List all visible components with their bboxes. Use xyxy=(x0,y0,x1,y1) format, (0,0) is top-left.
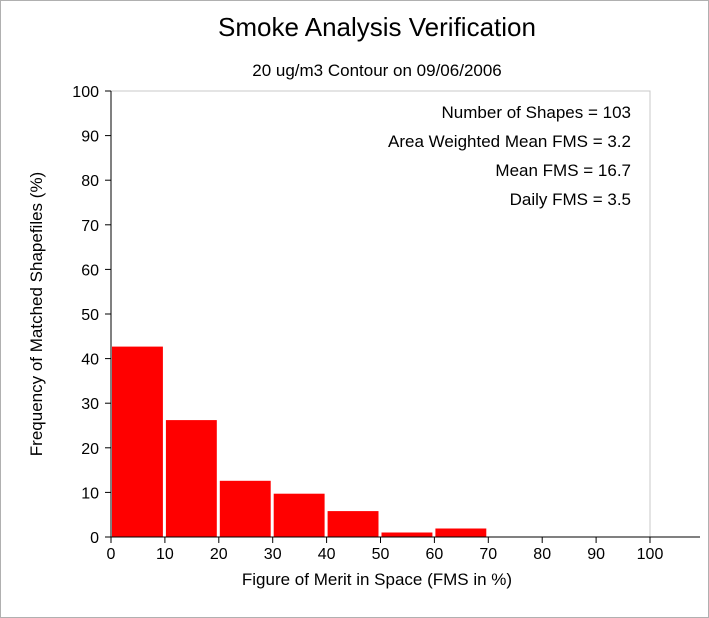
x-tick-label: 80 xyxy=(533,546,551,563)
chart-title: Smoke Analysis Verification xyxy=(218,12,536,42)
chart-subtitle: 20 ug/m3 Contour on 09/06/2006 xyxy=(252,61,502,80)
x-tick-label: 90 xyxy=(587,546,605,563)
y-tick-label: 50 xyxy=(81,307,99,324)
y-tick-label: 40 xyxy=(81,352,99,369)
y-tick-label: 80 xyxy=(81,173,99,190)
x-axis-ticks: 0 10 20 30 40 50 60 70 80 90 100 xyxy=(107,537,664,563)
bar-30 xyxy=(273,493,325,537)
bar-10 xyxy=(165,420,217,537)
y-tick-label: 100 xyxy=(72,84,99,101)
x-tick-label: 10 xyxy=(156,546,174,563)
y-tick-label: 60 xyxy=(81,262,99,279)
bar-50 xyxy=(381,532,433,537)
annotation-number-of-shapes: Number of Shapes = 103 xyxy=(442,103,631,122)
bar-0 xyxy=(112,346,163,537)
y-axis-ticks: 0 10 20 30 40 50 60 70 80 90 100 xyxy=(72,84,111,547)
x-tick-label: 20 xyxy=(210,546,228,563)
x-axis-label: Figure of Merit in Space (FMS in %) xyxy=(242,570,512,589)
x-tick-label: 0 xyxy=(107,546,116,563)
y-tick-label: 20 xyxy=(81,441,99,458)
bar-series xyxy=(112,346,487,537)
y-tick-label: 90 xyxy=(81,129,99,146)
x-tick-label: 100 xyxy=(637,546,664,563)
bar-40 xyxy=(327,511,379,537)
annotation-daily-fms: Daily FMS = 3.5 xyxy=(510,190,631,209)
y-axis-label: Frequency of Matched Shapefiles (%) xyxy=(27,172,46,456)
x-tick-label: 40 xyxy=(318,546,336,563)
bar-20 xyxy=(219,480,271,537)
bar-60 xyxy=(435,528,487,537)
y-tick-label: 70 xyxy=(81,218,99,235)
y-tick-label: 0 xyxy=(90,530,99,547)
x-tick-label: 60 xyxy=(426,546,444,563)
x-tick-label: 70 xyxy=(479,546,497,563)
y-tick-label: 30 xyxy=(81,396,99,413)
x-tick-label: 30 xyxy=(264,546,282,563)
annotation-block: Number of Shapes = 103 Area Weighted Mea… xyxy=(388,103,631,209)
annotation-area-weighted-mean-fms: Area Weighted Mean FMS = 3.2 xyxy=(388,132,631,151)
x-tick-label: 50 xyxy=(372,546,390,563)
y-tick-label: 10 xyxy=(81,485,99,502)
annotation-mean-fms: Mean FMS = 16.7 xyxy=(495,161,631,180)
